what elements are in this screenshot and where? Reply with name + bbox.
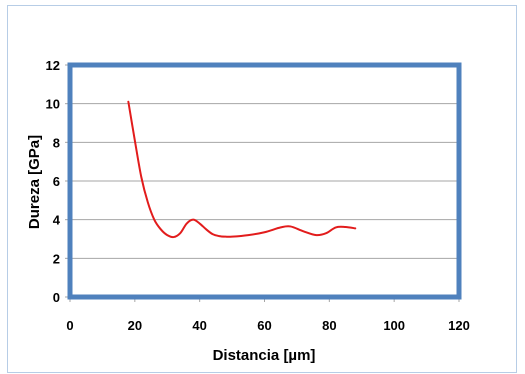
x-tick-label: 80 xyxy=(322,318,336,333)
y-tick-label: 6 xyxy=(53,174,60,189)
x-tick-label: 60 xyxy=(257,318,271,333)
plot-area-border xyxy=(67,62,462,300)
x-tick-label: 40 xyxy=(192,318,206,333)
series-group xyxy=(127,100,357,239)
y-tick-label: 0 xyxy=(53,290,60,305)
y-tick-label: 4 xyxy=(53,213,61,228)
y-tick-label: 8 xyxy=(53,135,60,150)
gridlines xyxy=(70,103,459,259)
y-tick-label: 12 xyxy=(46,58,60,73)
x-axis-title: Distancia [µm] xyxy=(213,347,316,364)
y-tick-label: 2 xyxy=(53,251,60,266)
series-line-0 xyxy=(127,100,357,239)
x-tick-label: 0 xyxy=(66,318,73,333)
x-tick-label: 20 xyxy=(128,318,142,333)
y-axis-title: Dureza [GPa] xyxy=(26,135,43,229)
y-axis-ticks: 0 2 4 6 8 10 12 xyxy=(46,58,70,305)
x-tick-label: 120 xyxy=(448,318,470,333)
y-tick-label: 10 xyxy=(46,97,60,112)
x-tick-label: 100 xyxy=(383,318,405,333)
x-axis-ticks: 0 20 40 60 80 100 120 xyxy=(66,297,470,333)
